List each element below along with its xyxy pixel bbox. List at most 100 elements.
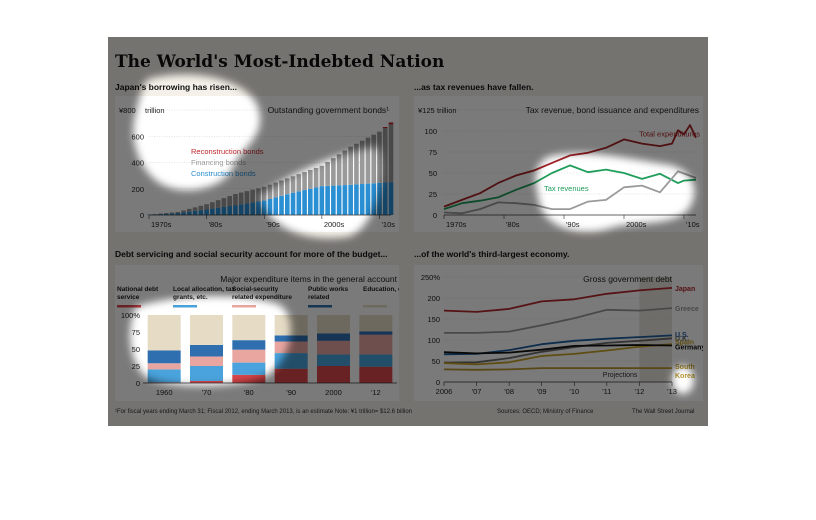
bonds-chart: Outstanding government bonds¹ 0 200 400 600 ¥… <box>119 105 395 229</box>
financing-bar <box>198 205 204 211</box>
financing-bar <box>261 186 267 201</box>
tax-revenues-label: Tax revenues <box>544 184 589 193</box>
financing-bar <box>215 200 221 208</box>
construction-bar <box>348 184 353 215</box>
construction-bar <box>204 209 209 215</box>
chart3-legend-label: National debt <box>117 286 159 293</box>
chart1-xtick-label: 2000s <box>324 220 345 229</box>
financing-bar <box>308 169 313 189</box>
construction-bar <box>267 198 273 215</box>
reconstruction-bar <box>388 122 394 125</box>
construction-bar <box>284 194 290 215</box>
construction-bar <box>261 200 267 215</box>
construction-bar <box>233 205 238 215</box>
construction-bar <box>244 203 250 215</box>
expenditure-segment <box>189 366 224 381</box>
credit: The Wall Street Journal <box>632 409 695 415</box>
construction-bar <box>250 202 256 215</box>
chart2-xtick-label: '10s <box>686 220 700 229</box>
construction-bar <box>319 186 325 215</box>
construction-bar <box>342 185 348 215</box>
chart3-legend-swatch <box>117 305 141 308</box>
chart1-panel: Outstanding government bonds¹ 0 200 400 600 ¥… <box>115 96 399 232</box>
financing-bar <box>313 167 319 188</box>
chart2-ytick-label: 25 <box>429 190 437 199</box>
financing-bar <box>331 158 336 186</box>
chart3-ytick-label: 75 <box>132 328 140 337</box>
chart4-ytick-label: 0 <box>436 378 440 387</box>
debt-chart: Projections Gross government debt 0 50 100 15… <box>421 273 706 396</box>
construction-bar <box>290 192 296 215</box>
chart3-legend-swatch <box>363 305 387 308</box>
financing-bar <box>267 184 273 199</box>
chart2-ytick-label: 75 <box>429 148 437 157</box>
construction-bar <box>371 183 377 215</box>
debt-series-label: Germany <box>675 345 703 352</box>
chart3-subhead: Debt servicing and social security accou… <box>115 249 388 259</box>
expenditure-segment <box>359 331 393 335</box>
construction-bar <box>308 188 313 215</box>
financing-bar <box>192 207 198 211</box>
expenditure-segment <box>189 344 224 357</box>
construction-bar <box>273 197 279 215</box>
chart3-legend-label: Education, other <box>363 286 399 293</box>
chart1-ytick-label: 200 <box>131 185 144 194</box>
financing-bar <box>210 202 215 209</box>
chart2-xtick-label: '90s <box>566 220 580 229</box>
chart3-ytick-label: 50 <box>132 345 140 354</box>
expenditure-segment <box>189 315 224 345</box>
expenditure-segment <box>274 341 308 354</box>
construction-bar <box>187 211 192 215</box>
debt-series-label: Greece <box>675 306 699 313</box>
chart3-panel: Major expenditure items in the general a… <box>115 265 415 401</box>
construction-bar <box>359 184 365 215</box>
chart1-xtick-label: '90s <box>266 220 280 229</box>
chart3-ytick-label: 100% <box>121 311 141 320</box>
expenditure-segment <box>316 333 351 341</box>
financing-bar <box>325 161 330 186</box>
construction-bar <box>313 187 319 215</box>
expenditure-segment <box>359 315 393 332</box>
financing-bar <box>382 128 388 183</box>
expenditure-segment <box>189 356 224 366</box>
financing-bar <box>371 134 377 184</box>
construction-bar <box>198 210 204 215</box>
chart4-ytick-label: 250% <box>421 273 441 282</box>
chart2-ytick-label: 100 <box>424 127 437 136</box>
financing-bar <box>175 211 181 214</box>
projection-label: Projections <box>603 372 638 379</box>
chart1-subhead: Japan's borrowing has risen... <box>115 82 237 92</box>
construction-bar <box>336 185 342 215</box>
financing-bar <box>244 191 250 204</box>
financing-bar <box>359 140 365 185</box>
financing-bar <box>354 143 359 185</box>
financing-bar <box>256 188 261 202</box>
expenditure-segment <box>316 340 351 355</box>
chart1-legend-label: Construction bonds <box>191 169 256 178</box>
chart4-xtick-label: '09 <box>537 387 547 396</box>
financing-bar <box>319 165 325 187</box>
construction-bar <box>227 206 232 215</box>
construction-bar <box>192 210 198 215</box>
expenditure-segment <box>274 353 308 369</box>
debt-line <box>443 287 673 313</box>
chart1-unit-label: trillion <box>145 106 165 115</box>
financing-bar <box>181 210 186 213</box>
construction-bar <box>296 191 302 215</box>
expenditure-segment <box>359 366 393 383</box>
chart3-xtick-label: '90 <box>286 388 296 397</box>
chart3-legend-label: service <box>117 294 140 301</box>
financing-bar <box>377 131 382 183</box>
chart3-legend-swatch <box>232 305 256 308</box>
chart1-xtick-label: '10s <box>381 220 395 229</box>
expenditure-segment <box>232 362 266 375</box>
chart3-xtick-label: '70 <box>202 388 212 397</box>
chart3-legend-label: grants, etc. <box>173 294 208 301</box>
financing-bar <box>336 154 342 186</box>
chart4-subhead: ...of the world's third-largest economy. <box>414 249 570 259</box>
chart3-legend-label: Social-security <box>232 286 279 293</box>
chart2-xtick-label: 2000s <box>626 220 647 229</box>
financing-bar <box>342 150 348 186</box>
chart1-xtick-label: 1970s <box>151 220 172 229</box>
expenditure-segment <box>359 334 393 355</box>
